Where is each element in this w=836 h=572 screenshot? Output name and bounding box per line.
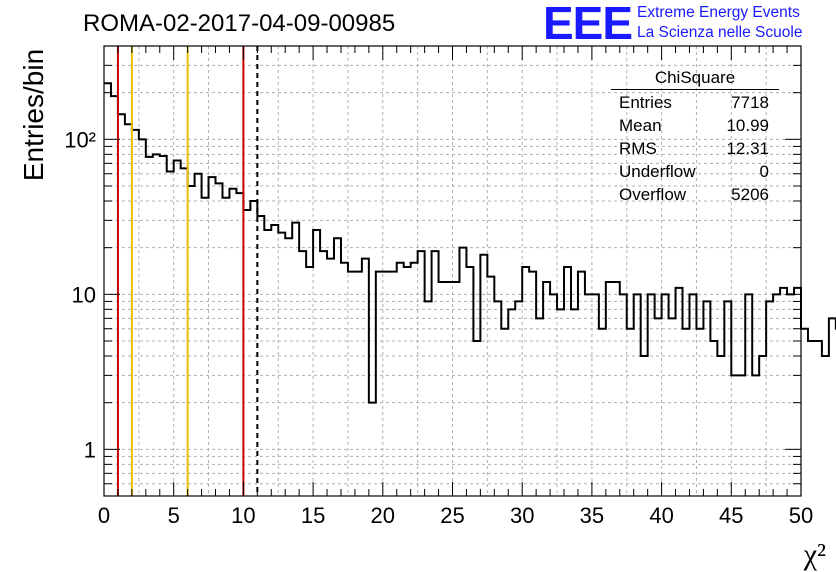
stats-row-underflow: Underflow 0	[611, 160, 779, 183]
stats-row-mean: Mean 10.99	[611, 114, 779, 137]
x-tick-label: 15	[301, 503, 325, 528]
x-tick-label: 50	[789, 503, 813, 528]
x-tick-label: 20	[371, 503, 395, 528]
x-axis-label: χ²	[803, 538, 826, 571]
stats-value: 12.31	[726, 139, 769, 158]
y-axis-label: Entries/bin	[18, 48, 49, 182]
stats-row-overflow: Overflow 5206	[611, 183, 779, 206]
eee-logo: EEE	[543, 0, 633, 49]
logo-text-line1: Extreme Energy Events	[637, 4, 800, 21]
stats-row-entries: Entries 7718	[611, 91, 779, 114]
x-tick-label: 30	[510, 503, 534, 528]
chart-title: ROMA-02-2017-04-09-00985	[83, 10, 396, 37]
stats-label: RMS	[619, 139, 657, 158]
stats-label: Mean	[619, 116, 662, 135]
logo-text-line2: La Scienza nelle Scuole	[637, 24, 803, 41]
y-tick-label: 10	[72, 282, 96, 307]
stats-value: 0	[759, 162, 769, 181]
y-tick-label: 10²	[64, 127, 96, 152]
x-tick-label: 5	[168, 503, 180, 528]
stats-row-rms: RMS 12.31	[611, 137, 779, 160]
stats-value: 10.99	[726, 116, 769, 135]
stats-label: Underflow	[619, 162, 696, 181]
x-tick-label: 45	[719, 503, 743, 528]
stats-label: Entries	[619, 93, 672, 112]
stats-value: 5206	[731, 185, 769, 204]
x-tick-label: 25	[440, 503, 464, 528]
y-tick-label: 1	[84, 437, 96, 462]
stats-value: 7718	[731, 93, 769, 112]
stats-box: ChiSquare Entries 7718 Mean 10.99 RMS 12…	[611, 68, 779, 206]
stats-title: ChiSquare	[611, 68, 779, 90]
x-tick-label: 0	[98, 503, 110, 528]
x-tick-label: 40	[649, 503, 673, 528]
stats-label: Overflow	[619, 185, 687, 204]
x-tick-label: 10	[231, 503, 255, 528]
x-tick-label: 35	[580, 503, 604, 528]
histogram-line	[104, 82, 836, 404]
